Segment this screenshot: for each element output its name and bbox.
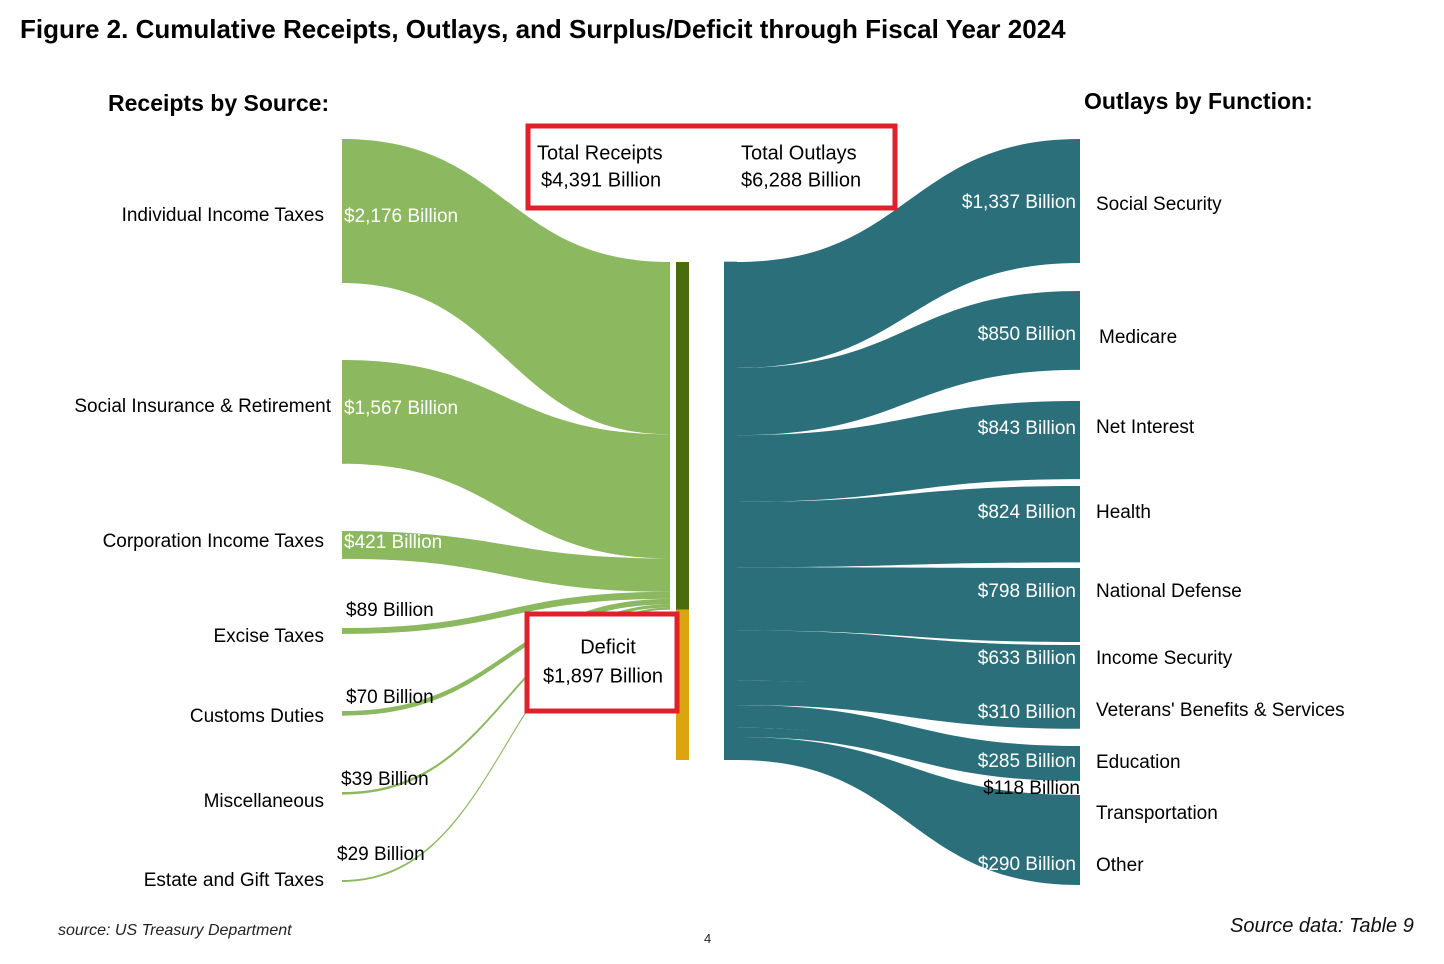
receipt-flow-estate-and-gift-taxes — [342, 607, 670, 882]
deficit-label: Deficit — [580, 636, 636, 658]
receipt-name-label: Miscellaneous — [204, 791, 324, 812]
outlay-value-label: $824 Billion — [978, 502, 1076, 523]
receipt-node-miscellaneous — [342, 792, 345, 795]
outlay-name-label: Education — [1096, 752, 1181, 773]
receipt-value-label: $1,567 Billion — [344, 398, 458, 419]
totals-box — [525, 123, 898, 211]
receipt-name-label: Estate and Gift Taxes — [144, 870, 324, 891]
outlay-flows — [724, 139, 1080, 885]
outlay-flow-other — [737, 737, 1080, 885]
outlay-value-label: $290 Billion — [978, 854, 1076, 875]
receipt-name-label: Individual Income Taxes — [122, 205, 324, 226]
outlay-flow-net-interest — [737, 401, 1080, 502]
outlay-flow-veterans-benefits-services — [737, 680, 1080, 729]
outlay-value-label: $843 Billion — [978, 418, 1076, 439]
receipt-node-individual-income-taxes — [342, 139, 345, 283]
outlay-value-label: $798 Billion — [978, 581, 1076, 602]
receipt-flow-social-insurance-retirement — [342, 360, 670, 559]
outlay-name-label: Income Security — [1096, 648, 1233, 669]
outlay-value-label: $633 Billion — [978, 648, 1076, 669]
outlay-value-label: $285 Billion — [978, 751, 1076, 772]
source-data-note: Source data: Table 9 — [1230, 915, 1414, 937]
outlay-value-label: $310 Billion — [978, 702, 1076, 723]
outlay-name-label: Medicare — [1099, 327, 1177, 348]
receipt-name-label: Corporation Income Taxes — [103, 531, 324, 552]
page-number: 4 — [704, 931, 712, 946]
receipt-flow-corporation-income-taxes — [342, 531, 670, 592]
receipt-value-label: $89 Billion — [346, 600, 434, 621]
outlay-value-label: $1,337 Billion — [962, 192, 1076, 213]
center-bars — [676, 262, 737, 760]
receipt-name-label: Social Insurance & Retirement — [74, 396, 331, 417]
receipt-node-customs-duties — [342, 711, 345, 716]
outlay-flow-medicare — [737, 291, 1080, 436]
outlay-flow-education — [737, 705, 1080, 773]
outlay-flow-national-defense — [737, 567, 1080, 643]
total-outlays-value: $6,288 Billion — [741, 169, 861, 191]
receipt-flow-individual-income-taxes — [342, 139, 670, 435]
outlay-flow-income-security — [737, 630, 1080, 704]
source-note: source: US Treasury Department — [58, 922, 292, 939]
receipt-node-corporation-income-taxes — [342, 531, 345, 559]
receipt-node-excise-taxes — [342, 628, 345, 634]
total-boxes: Total Receipts $4,391 Billion Total Outlay… — [524, 123, 898, 714]
receipts-bar — [676, 262, 689, 610]
deficit-value: $1,897 Billion — [543, 665, 663, 687]
receipt-node-estate-and-gift-taxes — [342, 880, 345, 882]
outlays-heading: Outlays by Function: — [1084, 88, 1313, 114]
figure-title: Figure 2. Cumulative Receipts, Outlays, … — [20, 14, 1066, 44]
total-receipts-value: $4,391 Billion — [541, 169, 661, 191]
receipt-value-label: $70 Billion — [346, 687, 434, 708]
outlay-name-label: Net Interest — [1096, 417, 1195, 438]
outlay-value-label: $850 Billion — [978, 324, 1076, 345]
receipt-flow-excise-taxes — [342, 591, 670, 634]
total-outlays-label: Total Outlays — [741, 142, 857, 164]
total-receipts-label: Total Receipts — [537, 142, 663, 164]
receipt-name-label: Excise Taxes — [213, 626, 324, 647]
outlay-name-label: Transportation — [1096, 803, 1218, 824]
receipt-flow-miscellaneous — [342, 604, 670, 795]
receipt-node-social-insurance-retirement — [342, 360, 345, 464]
receipt-value-label: $2,176 Billion — [344, 206, 458, 227]
outlay-name-label: Health — [1096, 502, 1151, 523]
receipt-value-label: $421 Billion — [344, 532, 442, 553]
outlay-name-label: Other — [1096, 855, 1144, 876]
receipt-flow-customs-duties — [342, 598, 670, 716]
receipts-heading: Receipts by Source: — [108, 90, 330, 116]
outlays-bar — [724, 262, 737, 760]
outlay-name-label: Social Security — [1096, 194, 1222, 215]
receipt-value-label: $39 Billion — [341, 769, 429, 790]
receipt-value-label: $29 Billion — [337, 844, 425, 865]
outlay-name-label: National Defense — [1096, 581, 1242, 602]
chart-labels: $2,176 Billion Individual Income Taxes $1,… — [74, 192, 1344, 891]
deficit-box — [524, 611, 680, 714]
outlay-name-label: Veterans' Benefits & Services — [1096, 700, 1345, 721]
outlay-flow-health — [737, 486, 1080, 568]
receipt-name-label: Customs Duties — [190, 706, 324, 727]
outlay-flow-transportation — [737, 727, 1080, 781]
outlay-flow-social-security — [737, 139, 1080, 368]
outlay-value-label: $118 Billion — [983, 778, 1080, 799]
receipt-flows — [342, 139, 670, 882]
